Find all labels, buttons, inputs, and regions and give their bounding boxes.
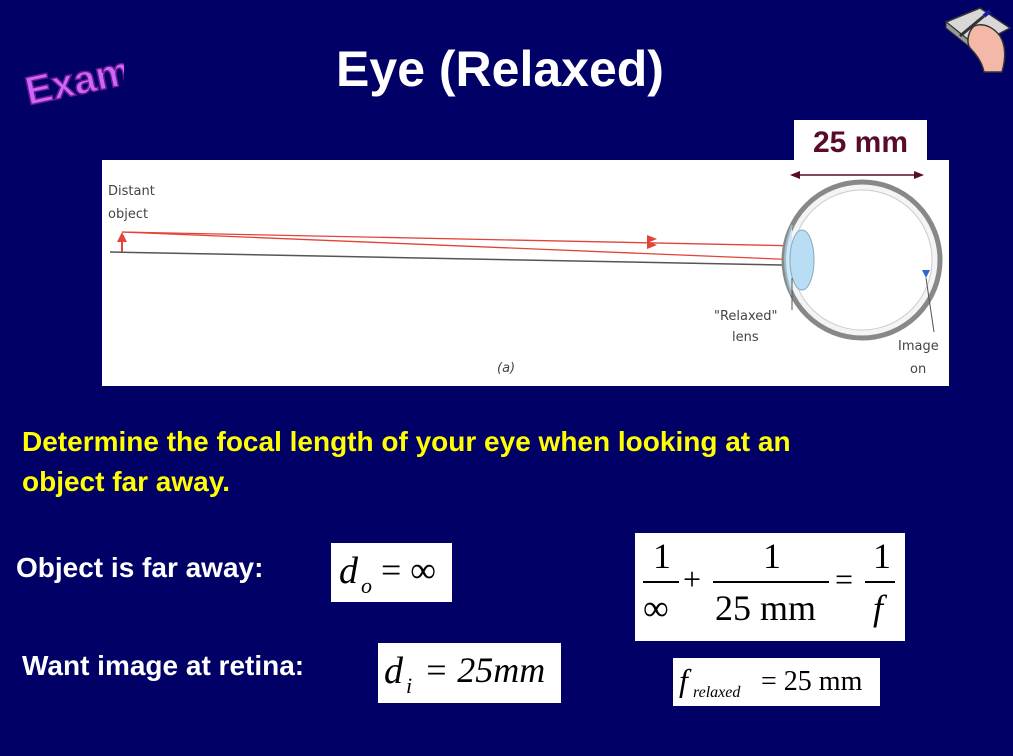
- di-rhs: = 25mm: [424, 650, 546, 690]
- ray-top: [121, 231, 803, 247]
- ray-arrowhead-2: [647, 241, 657, 249]
- result-rhs: = 25 mm: [761, 666, 863, 697]
- relaxed-label: "Relaxed": [714, 309, 778, 324]
- distant-label: Distant: [108, 184, 155, 199]
- on-label: on: [910, 362, 926, 377]
- result-sub: relaxed: [693, 684, 741, 701]
- result-equation: f relaxed = 25 mm: [673, 658, 880, 706]
- hand-writing-icon: [944, 7, 1012, 73]
- eye-diagram-svg: Distant object "Relaxed" lens Image on (…: [108, 171, 943, 377]
- di-var: d: [384, 650, 403, 692]
- lens-equation: 1 ∞ + 1 25 mm = 1 f: [635, 533, 905, 641]
- lens-eq-bar-3: [865, 581, 895, 583]
- lens-eq-n3: 1: [873, 536, 891, 576]
- lens-eq-n2: 1: [763, 536, 781, 576]
- problem-prompt: Determine the focal length of your eye w…: [22, 422, 1002, 502]
- lens-eq-equals: =: [835, 561, 854, 597]
- slide-title: Eye (Relaxed): [336, 41, 664, 97]
- lens-eq-plus: +: [683, 561, 702, 597]
- eye-diagram: Distant object "Relaxed" lens Image on (…: [102, 160, 949, 386]
- dimension-box: 25 mm: [794, 120, 927, 164]
- ray-bottom: [121, 231, 803, 261]
- object-distance-equation: d o = ∞: [331, 543, 452, 602]
- object-label: object: [108, 207, 148, 222]
- do-sub: o: [361, 573, 372, 598]
- prompt-line-1: Determine the focal length of your eye w…: [22, 426, 791, 457]
- panel-label: (a): [497, 361, 515, 376]
- dimension-label: 25 mm: [812, 126, 909, 159]
- do-rhs: = ∞: [381, 550, 436, 590]
- lens-label: lens: [732, 330, 759, 345]
- lens-eq-bar-2: [713, 581, 829, 583]
- lens-eq-d2: 25 mm: [715, 588, 817, 628]
- object-far-label: Object is far away:: [16, 552, 264, 583]
- image-retina-label: Want image at retina:: [22, 650, 305, 681]
- lens-eq-n1: 1: [653, 536, 671, 576]
- ray-arrowhead-1: [647, 235, 657, 243]
- di-sub: i: [406, 673, 413, 698]
- lens-eq-d1: ∞: [643, 588, 669, 628]
- cornea: [784, 224, 793, 296]
- relaxed-lens: [789, 229, 815, 291]
- retina-image-marker: [922, 270, 930, 278]
- result-var: f: [679, 662, 688, 698]
- do-var: d: [339, 550, 358, 592]
- prompt-line-2: object far away.: [22, 466, 231, 497]
- image-distance-equation: d i = 25mm: [378, 643, 561, 703]
- image-label: Image: [898, 339, 939, 354]
- dimension-arrow-left-head: [790, 171, 800, 179]
- object-arrow-head: [117, 232, 127, 242]
- dimension-arrow-right-head: [914, 171, 924, 179]
- lens-eq-d3: f: [873, 588, 884, 628]
- lens-eq-bar-1: [643, 581, 679, 583]
- example-tag: Example: [21, 36, 124, 114]
